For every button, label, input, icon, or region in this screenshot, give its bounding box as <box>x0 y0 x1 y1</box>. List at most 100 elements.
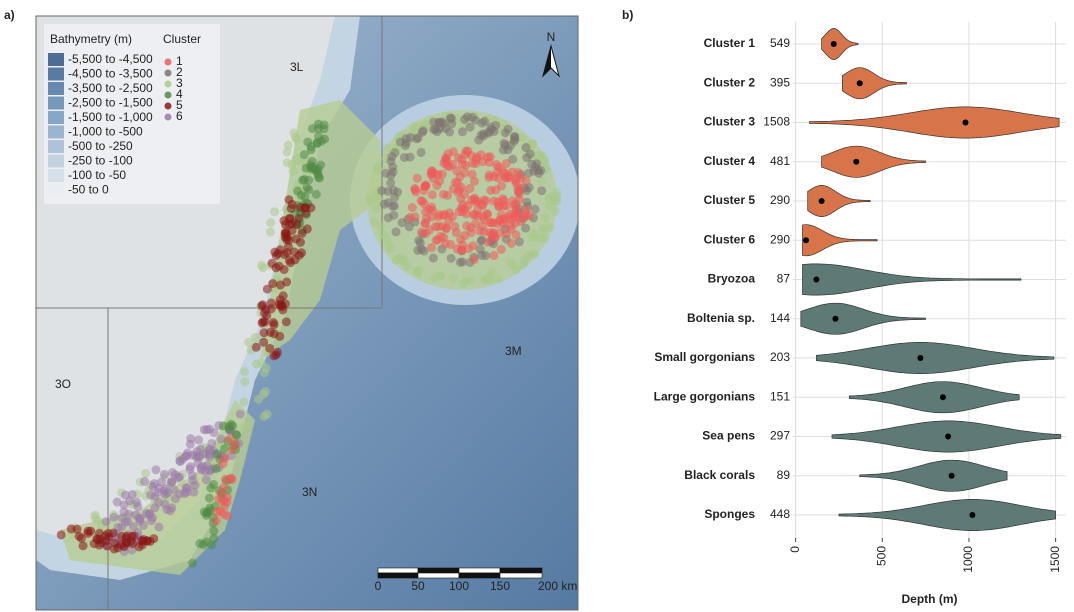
cluster-point <box>387 152 396 161</box>
legend-title: Bathymetry (m) <box>50 32 132 46</box>
cluster-point <box>537 186 546 195</box>
cluster-point <box>263 410 272 419</box>
cluster-point <box>432 127 441 136</box>
cluster-point <box>501 128 510 137</box>
cluster-point <box>491 186 500 195</box>
count-label: 203 <box>770 350 790 364</box>
cluster-point <box>276 245 285 254</box>
legend-swatch <box>48 184 64 197</box>
cluster-point <box>194 435 203 444</box>
cluster-point <box>468 170 477 179</box>
cluster-point <box>140 477 149 486</box>
cluster-point <box>290 128 299 137</box>
median-dot <box>832 316 838 322</box>
cluster-point <box>297 191 306 200</box>
cluster-point <box>493 274 502 283</box>
cluster-point <box>479 227 488 236</box>
cluster-point <box>427 243 436 252</box>
cluster-point <box>154 488 163 497</box>
cluster-point <box>458 127 467 136</box>
cluster-point <box>175 472 184 481</box>
cluster-point <box>521 212 530 221</box>
count-label: 297 <box>770 429 790 443</box>
cluster-point <box>67 524 76 533</box>
cluster-point <box>524 169 533 178</box>
legend-label: 6 <box>176 109 183 123</box>
cluster-point <box>122 539 131 548</box>
legend-label: -2,500 to -1,500 <box>68 96 153 110</box>
violin <box>803 264 1021 295</box>
category-label: Bryozoa <box>708 272 756 286</box>
cluster-point <box>486 152 495 161</box>
median-dot <box>940 394 946 400</box>
cluster-point <box>460 168 469 177</box>
median-dot <box>831 41 837 47</box>
cluster-point <box>276 301 285 310</box>
cluster-point <box>102 536 111 545</box>
legend-marker <box>165 103 172 110</box>
cluster-point <box>483 209 492 218</box>
cluster-point <box>219 483 228 492</box>
count-label: 144 <box>770 311 790 325</box>
cluster-point <box>535 151 544 160</box>
cluster-point <box>236 410 245 419</box>
cluster-point <box>414 236 423 245</box>
x-tick-label: 500 <box>874 546 888 566</box>
cluster-point <box>512 265 521 274</box>
cluster-point <box>162 505 171 514</box>
cluster-point <box>214 495 223 504</box>
figure: a) Bathymetry (m)-5,500 to -4,500-4,500 … <box>0 0 1074 612</box>
legend-swatch <box>48 53 64 66</box>
cluster-point <box>453 244 462 253</box>
cluster-point <box>419 186 428 195</box>
cluster-point <box>244 338 253 347</box>
count-label: 87 <box>777 272 791 286</box>
cluster-point <box>551 207 560 216</box>
cluster-point <box>392 227 401 236</box>
cluster-point <box>388 202 397 211</box>
cluster-point <box>510 132 519 141</box>
cluster-point <box>308 157 317 166</box>
cluster-point <box>372 204 381 213</box>
cluster-point <box>435 118 444 127</box>
cluster-point <box>283 233 292 242</box>
cluster-point <box>199 540 208 549</box>
cluster-point <box>286 258 295 267</box>
region-label: 3L <box>290 60 304 74</box>
cluster-point <box>540 234 549 243</box>
cluster-point <box>463 112 472 121</box>
count-label: 549 <box>770 36 790 50</box>
north-label: N <box>547 30 556 44</box>
cluster-point <box>494 174 503 183</box>
cluster-point <box>537 177 546 186</box>
legend-swatch <box>48 68 64 81</box>
violin <box>810 107 1060 138</box>
cluster-point <box>198 462 207 471</box>
cluster-point <box>284 242 293 251</box>
cluster-point <box>207 541 216 550</box>
scale-segment <box>459 568 500 573</box>
cluster-point <box>123 517 132 526</box>
legend-label: -250 to -100 <box>68 154 133 168</box>
legend-label: -100 to -50 <box>68 168 126 182</box>
cluster-point <box>464 244 473 253</box>
cluster-point <box>449 273 458 282</box>
cluster-point <box>401 141 410 150</box>
cluster-point <box>284 140 293 149</box>
median-dot <box>945 434 951 440</box>
median-dot <box>949 473 955 479</box>
cluster-point <box>403 262 412 271</box>
cluster-point <box>445 208 454 217</box>
cluster-point <box>212 516 221 525</box>
cluster-point <box>439 233 448 242</box>
cluster-point <box>219 459 228 468</box>
cluster-point <box>506 221 515 230</box>
count-label: 290 <box>770 193 790 207</box>
cluster-point <box>266 227 275 236</box>
cluster-point <box>406 153 415 162</box>
cluster-point <box>456 194 465 203</box>
cluster-point <box>301 203 310 212</box>
cluster-point <box>205 494 214 503</box>
scale-segment <box>378 568 418 573</box>
legend-swatch <box>48 155 64 168</box>
